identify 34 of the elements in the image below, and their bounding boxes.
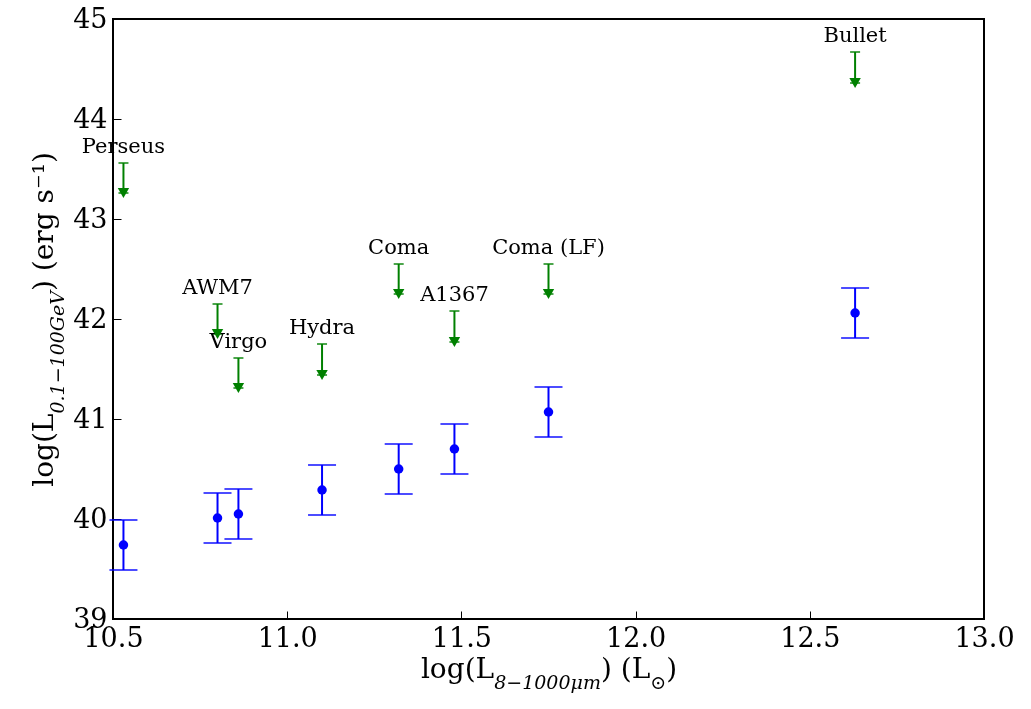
y-tick-label: 40: [73, 502, 108, 534]
point: [212, 513, 223, 523]
annotation: Coma: [368, 235, 430, 259]
point: [117, 188, 130, 198]
x-tick-label: 11.5: [431, 621, 492, 653]
y-tick-label: 43: [73, 202, 108, 234]
y-tick-label: 45: [73, 2, 108, 34]
point: [317, 485, 327, 495]
x-tick-label: 12.0: [606, 621, 667, 653]
annotation: Virgo: [208, 329, 268, 353]
point: [449, 444, 460, 454]
point: [118, 540, 129, 550]
x-tick-label: 13.0: [954, 621, 1015, 653]
point: [316, 370, 328, 380]
y-tick-label: 41: [73, 402, 108, 434]
point: [233, 509, 244, 519]
x-tick-label: 12.5: [780, 621, 841, 653]
y-tick-label: 42: [73, 302, 108, 334]
x-tick-label: 11.0: [257, 621, 318, 653]
annotation: Coma (LF): [492, 235, 605, 259]
point: [543, 407, 554, 417]
point: [849, 78, 861, 88]
annotation: Hydra: [288, 315, 356, 339]
point: [232, 383, 245, 393]
annotation: Bullet: [823, 23, 888, 47]
point: [392, 289, 405, 299]
point: [850, 308, 860, 318]
point: [448, 337, 461, 347]
point: [542, 289, 555, 299]
annotation: AWM7: [181, 275, 253, 299]
point: [393, 464, 404, 474]
annotation: A1367: [419, 282, 489, 306]
x-axis-title: log(L$_{8−1000μm}$) (L$_{⊙}$): [420, 651, 678, 693]
y-tick-label: 44: [73, 102, 108, 134]
